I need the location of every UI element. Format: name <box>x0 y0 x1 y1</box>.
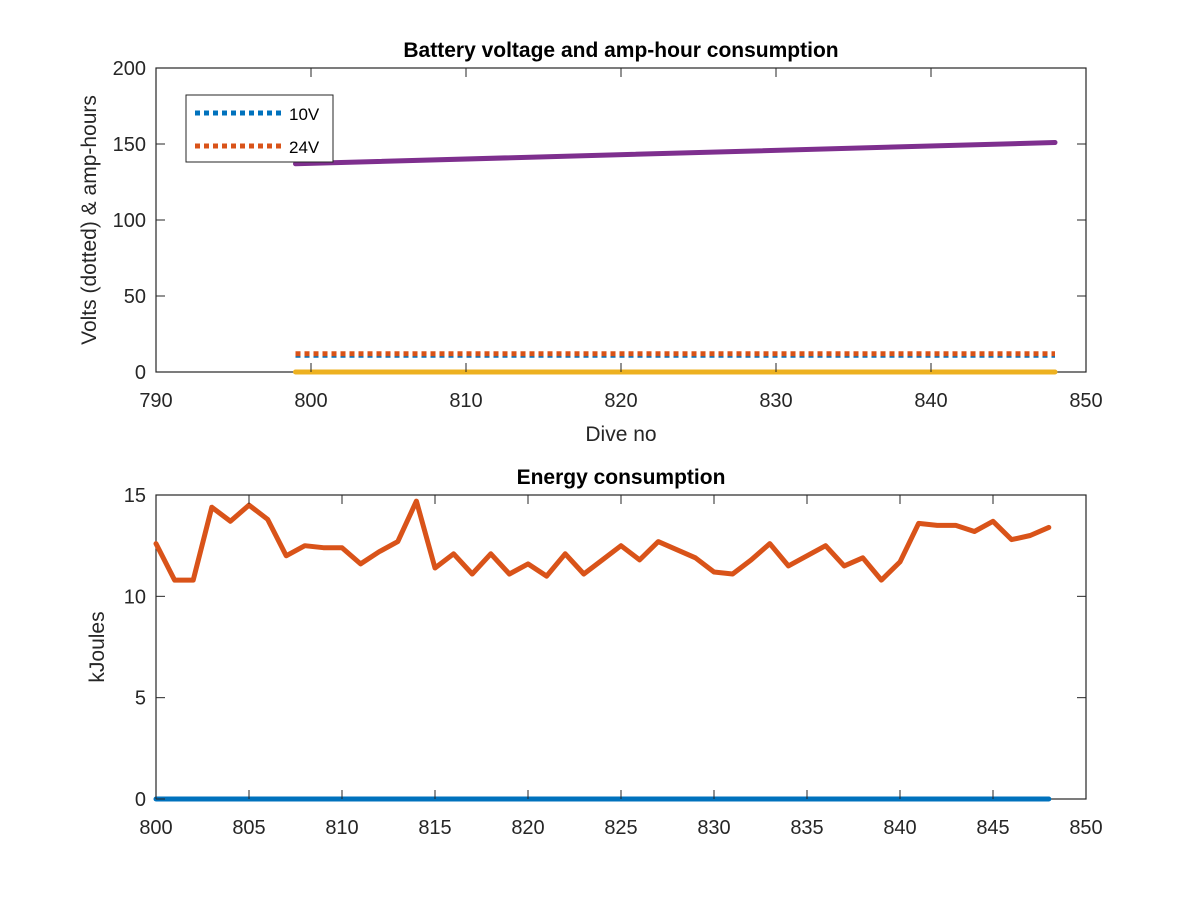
voltage-chart-title: Battery voltage and amp-hour consumption <box>403 39 838 62</box>
voltage-chart-y-tick-label: 100 <box>113 210 146 232</box>
energy-chart-x-tick-label: 825 <box>604 817 637 839</box>
energy-chart-x-tick-label: 815 <box>418 817 451 839</box>
energy-chart: 800 805 810 815 820 825 830 835 840 845 850051015 … <box>86 466 1103 839</box>
legend: 10V 24V <box>185 94 334 163</box>
voltage-chart: 790 800 810 820 830 840 850 0 50 100 150 200 Batter… <box>78 39 1103 446</box>
energy-chart-x-tick-label: 835 <box>790 817 823 839</box>
energy-chart-plot-area <box>155 494 1087 800</box>
energy-chart-y-tick-label: 15 <box>124 485 146 507</box>
voltage-chart-x-tick-label: 830 <box>759 390 792 412</box>
energy-chart-series-1-line <box>153 498 1052 583</box>
energy-chart-x-tick-label: 840 <box>883 817 916 839</box>
voltage-chart-series-3-line <box>293 140 1058 167</box>
energy-chart-x-tick-label: 820 <box>511 817 544 839</box>
energy-chart-y-tick-label: 10 <box>124 586 146 608</box>
legend-label-24v: 24V <box>289 138 320 157</box>
energy-chart-y-tick-label: 5 <box>135 688 146 710</box>
voltage-chart-x-tick-label: 810 <box>449 390 482 412</box>
voltage-chart-axes: 790 800 810 820 830 840 850 0 50 100 150 200 <box>113 58 1103 412</box>
voltage-chart-y-tick-label: 150 <box>113 134 146 156</box>
energy-chart-x-tick-label: 850 <box>1069 817 1102 839</box>
energy-chart-series <box>153 498 1052 802</box>
voltage-chart-x-label: Dive no <box>585 423 656 446</box>
energy-chart-title: Energy consumption <box>517 466 726 489</box>
voltage-chart-x-tick-label: 800 <box>294 390 327 412</box>
voltage-chart-x-tick-label: 790 <box>139 390 172 412</box>
legend-box <box>185 94 334 163</box>
energy-chart-axes: 800 805 810 815 820 825 830 835 840 845 850 0 5 10 15 <box>124 485 1103 839</box>
voltage-chart-y-label: Volts (dotted) & amp-hours <box>78 95 101 345</box>
energy-chart-x-tick-label: 805 <box>232 817 265 839</box>
energy-chart-y-tick-label: 0 <box>135 789 146 811</box>
voltage-chart-y-tick-label: 200 <box>113 58 146 80</box>
voltage-chart-x-tick-label: 820 <box>604 390 637 412</box>
voltage-chart-series <box>293 140 1058 375</box>
voltage-chart-y-tick-label: 50 <box>124 286 146 308</box>
energy-chart-x-tick-label: 810 <box>325 817 358 839</box>
legend-label-10v: 10V <box>289 105 320 124</box>
energy-chart-x-tick-label: 845 <box>976 817 1009 839</box>
voltage-chart-y-tick-label: 0 <box>135 362 146 384</box>
voltage-chart-x-tick-label: 840 <box>914 390 947 412</box>
energy-chart-x-tick-label: 800 <box>139 817 172 839</box>
energy-chart-x-tick-label: 830 <box>697 817 730 839</box>
energy-chart-y-label: kJoules <box>86 611 109 682</box>
voltage-chart-x-tick-label: 850 <box>1069 390 1102 412</box>
